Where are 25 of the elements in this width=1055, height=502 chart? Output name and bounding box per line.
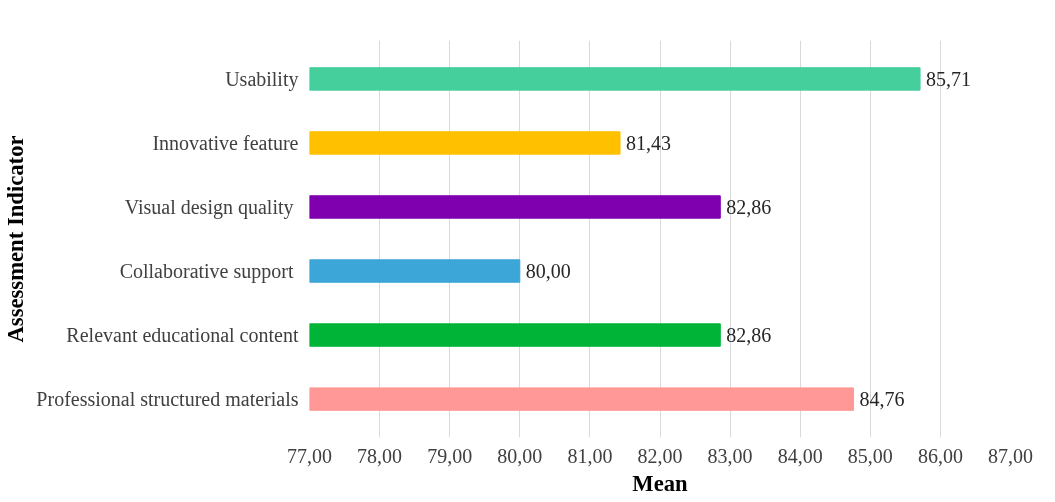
x-tick-label: 86,00 bbox=[917, 444, 963, 467]
data-label: 82,86 bbox=[726, 195, 772, 218]
x-tick-label: 87,00 bbox=[988, 444, 1033, 467]
x-tick-label: 83,00 bbox=[707, 444, 753, 467]
y-tick-label: Usability bbox=[225, 67, 299, 91]
x-tick-label: 77,00 bbox=[287, 444, 332, 467]
x-tick-label: 82,00 bbox=[637, 444, 683, 467]
data-label: 82,86 bbox=[726, 324, 772, 347]
y-tick-label: Relevant educational content bbox=[66, 324, 299, 347]
x-axis-title: Mean bbox=[632, 470, 689, 496]
y-axis-title: Assessment Indicator bbox=[3, 135, 29, 343]
data-label: 84,76 bbox=[859, 388, 905, 411]
x-tick-label: 79,00 bbox=[427, 444, 473, 467]
x-tick-label: 81,00 bbox=[567, 444, 613, 467]
data-label: 85,71 bbox=[926, 67, 972, 90]
x-tick-label: 85,00 bbox=[847, 444, 893, 467]
data-label: 81,43 bbox=[626, 131, 672, 154]
data-label: 80,00 bbox=[525, 260, 571, 283]
y-tick-label: Professional structured materials bbox=[36, 388, 299, 411]
x-tick-label: 78,00 bbox=[357, 444, 403, 467]
x-tick-label: 84,00 bbox=[777, 444, 823, 467]
y-tick-label: Visual design quality bbox=[124, 195, 294, 219]
x-tick-label: 80,00 bbox=[497, 444, 543, 467]
y-tick-label: Innovative feature bbox=[152, 131, 299, 154]
y-tick-label: Collaborative support bbox=[119, 260, 294, 284]
